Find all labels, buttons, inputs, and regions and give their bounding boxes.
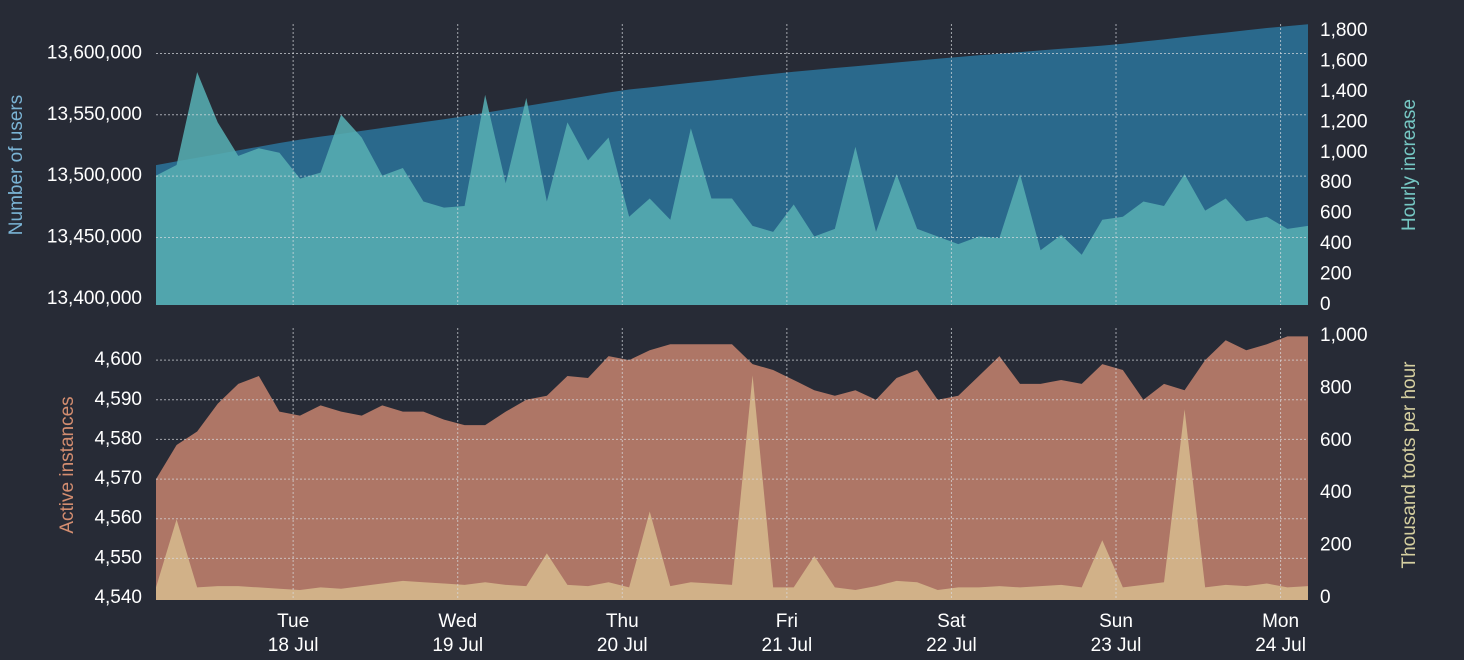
y2-tick-label: 1,600 bbox=[1320, 50, 1368, 71]
y-tick-label: 13,500,000 bbox=[47, 165, 142, 186]
y2-tick-label: 1,800 bbox=[1320, 20, 1368, 41]
y2-tick-label: 0 bbox=[1320, 294, 1331, 315]
area-series bbox=[156, 375, 1308, 600]
area-series bbox=[156, 336, 1308, 600]
x-tick-sublabel: 21 Jul bbox=[762, 635, 813, 656]
y2-tick-label: 400 bbox=[1320, 482, 1352, 503]
y2-tick-label: 800 bbox=[1320, 377, 1352, 398]
y-axis-title: Active instances bbox=[57, 396, 78, 533]
x-tick-label: Mon bbox=[1262, 611, 1299, 632]
y-tick-label: 4,560 bbox=[94, 508, 142, 529]
y2-tick-label: 200 bbox=[1320, 535, 1352, 556]
y2-tick-label: 200 bbox=[1320, 264, 1352, 285]
y2-axis-title: Hourly increase bbox=[1399, 99, 1420, 231]
y-axis-title: Number of users bbox=[6, 95, 27, 235]
x-tick-label: Wed bbox=[438, 611, 477, 632]
y2-tick-label: 1,400 bbox=[1320, 81, 1368, 102]
y2-tick-label: 1,000 bbox=[1320, 325, 1368, 346]
y2-tick-label: 600 bbox=[1320, 430, 1352, 451]
y-tick-label: 4,580 bbox=[94, 428, 142, 449]
y2-tick-label: 0 bbox=[1320, 587, 1331, 608]
y-tick-label: 4,550 bbox=[94, 547, 142, 568]
y-tick-label: 13,400,000 bbox=[47, 288, 142, 309]
y-tick-label: 13,550,000 bbox=[47, 104, 142, 125]
x-tick-sublabel: 24 Jul bbox=[1255, 635, 1306, 656]
x-tick-sublabel: 22 Jul bbox=[926, 635, 977, 656]
area-series bbox=[156, 72, 1308, 306]
y-tick-label: 13,450,000 bbox=[47, 227, 142, 248]
x-tick-label: Sat bbox=[937, 611, 966, 632]
y-tick-label: 4,590 bbox=[94, 389, 142, 410]
x-tick-label: Tue bbox=[277, 611, 309, 632]
y2-tick-label: 600 bbox=[1320, 203, 1352, 224]
y-tick-label: 4,540 bbox=[94, 587, 142, 608]
y2-tick-label: 1,200 bbox=[1320, 111, 1368, 132]
y2-axis-title: Thousand toots per hour bbox=[1399, 361, 1420, 569]
x-tick-label: Sun bbox=[1099, 611, 1133, 632]
y-tick-label: 4,600 bbox=[94, 349, 142, 370]
y-tick-label: 13,600,000 bbox=[47, 42, 142, 63]
x-tick-sublabel: 18 Jul bbox=[268, 635, 319, 656]
x-tick-label: Fri bbox=[776, 611, 798, 632]
y-tick-label: 4,570 bbox=[94, 468, 142, 489]
x-tick-sublabel: 23 Jul bbox=[1091, 635, 1142, 656]
x-tick-label: Thu bbox=[606, 611, 639, 632]
x-tick-sublabel: 20 Jul bbox=[597, 635, 648, 656]
x-tick-sublabel: 19 Jul bbox=[432, 635, 483, 656]
y2-tick-label: 1,000 bbox=[1320, 142, 1368, 163]
y2-tick-label: 800 bbox=[1320, 172, 1352, 193]
y2-tick-label: 400 bbox=[1320, 233, 1352, 254]
